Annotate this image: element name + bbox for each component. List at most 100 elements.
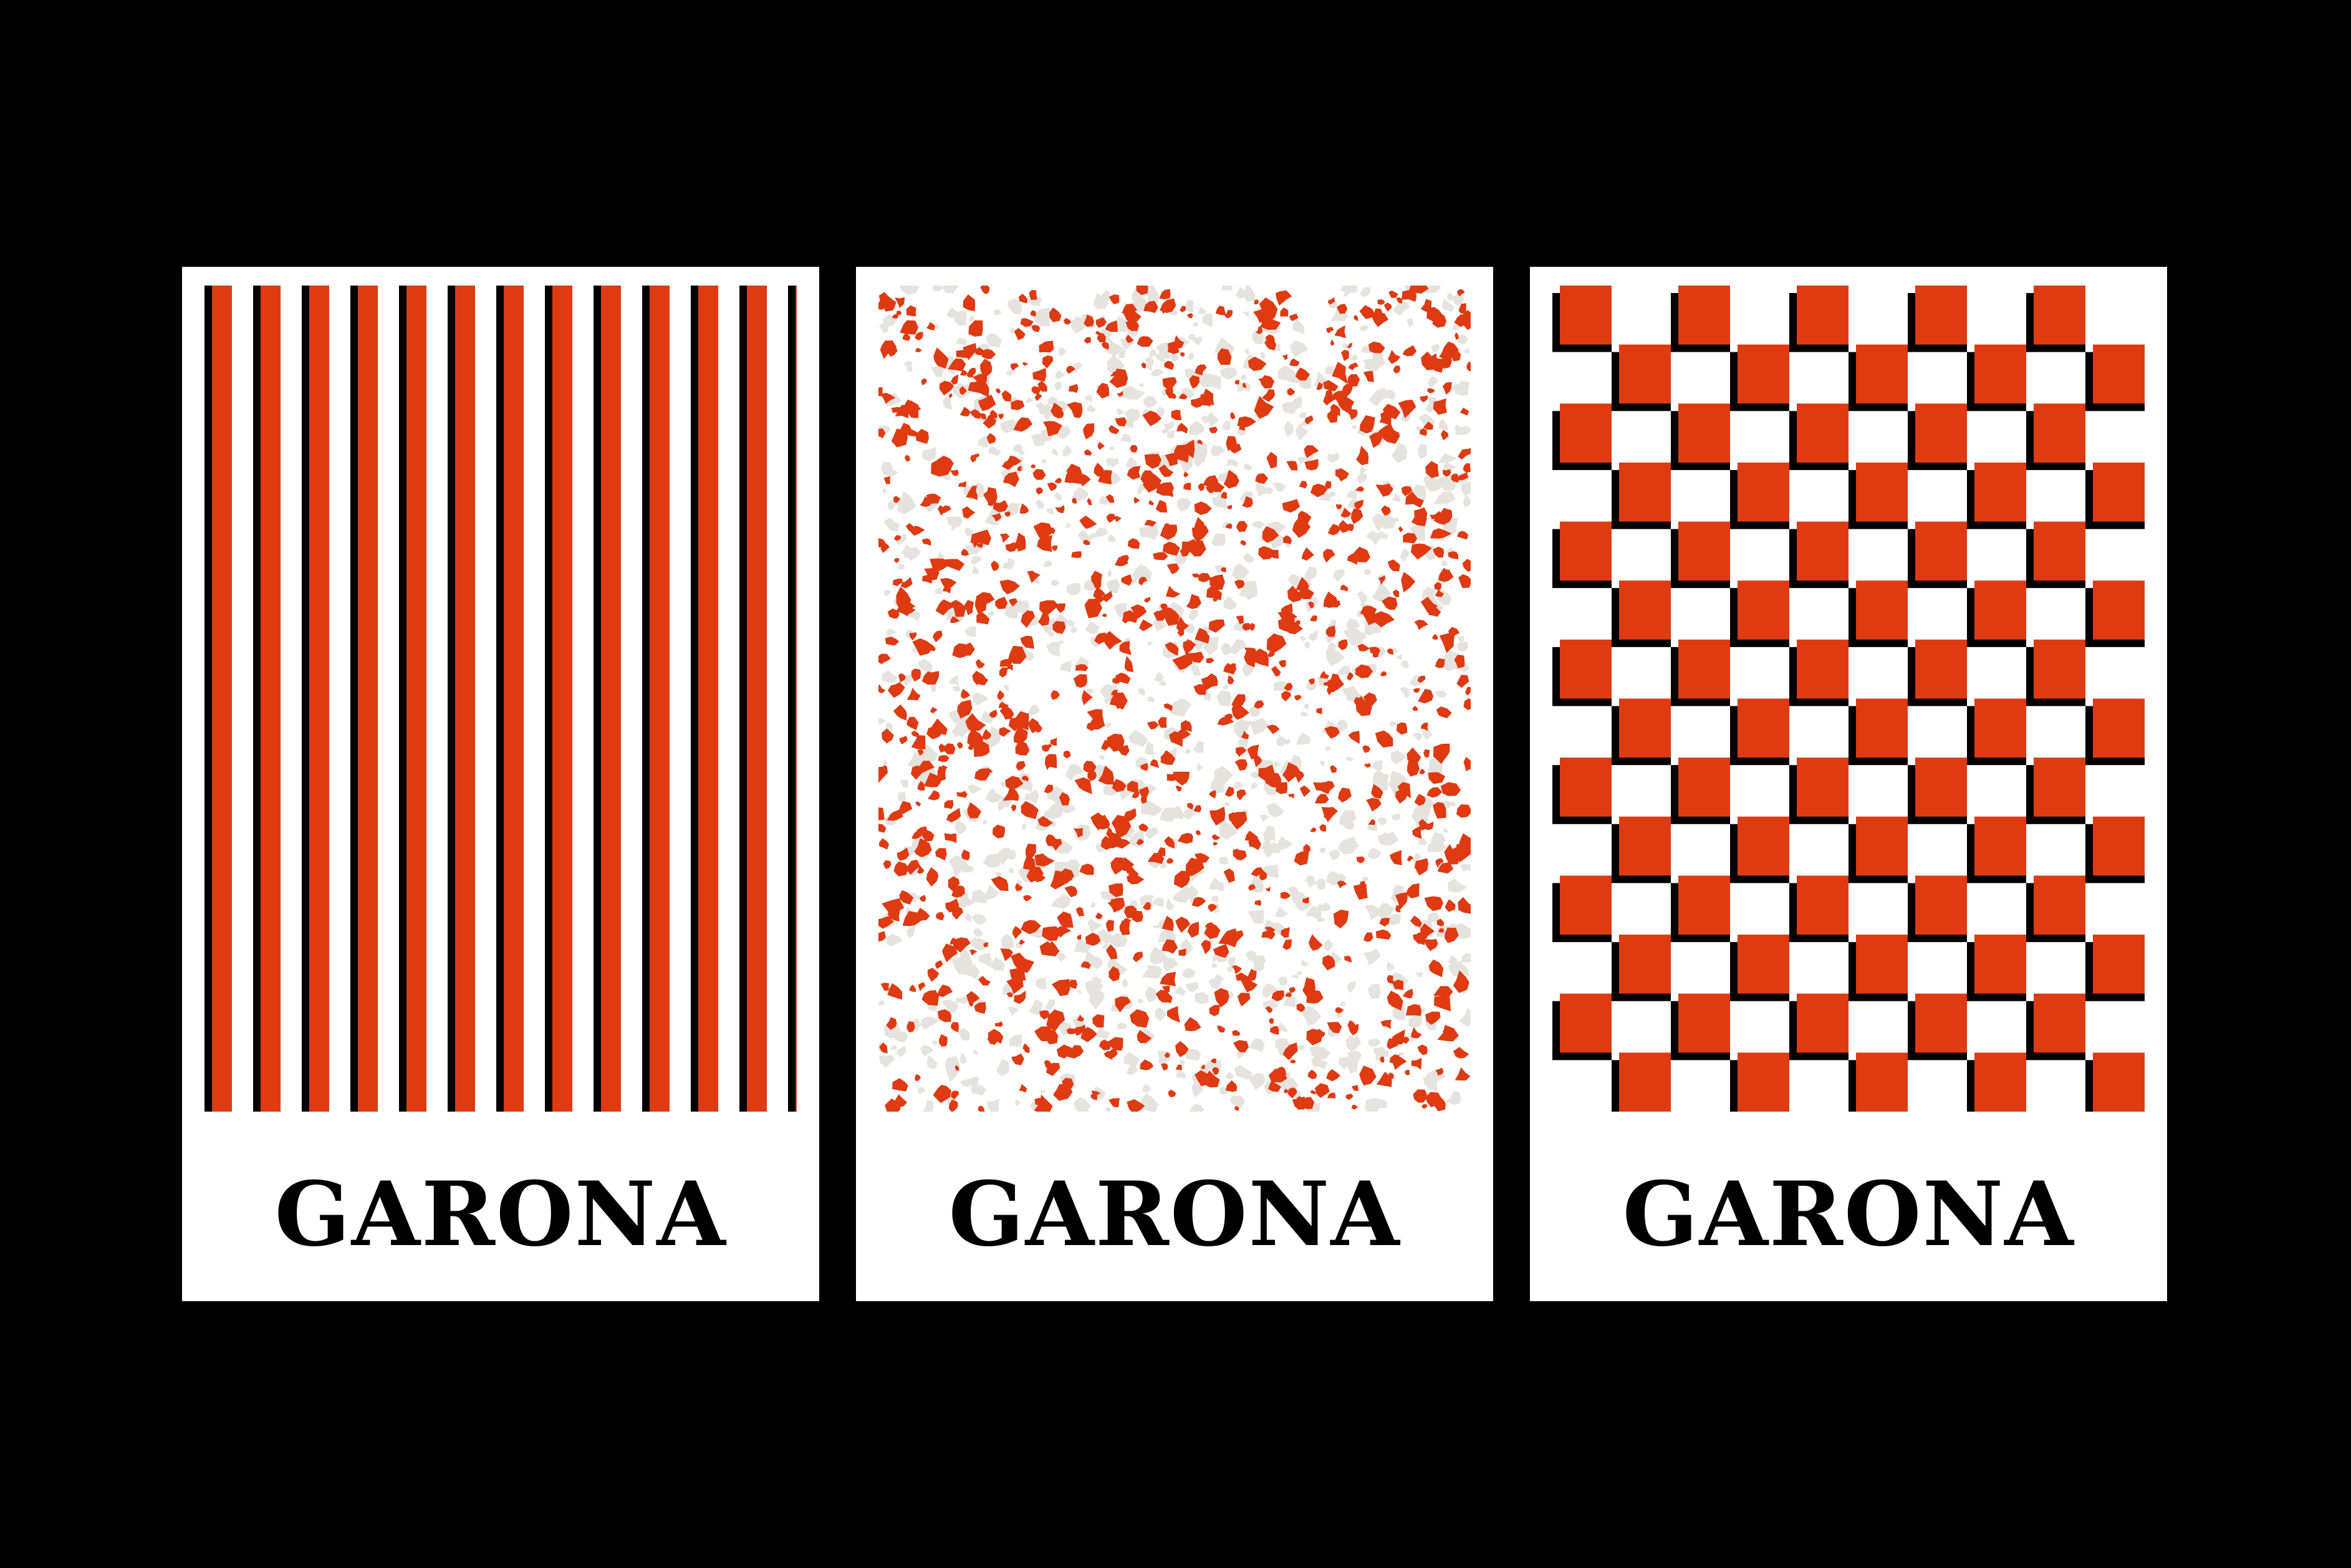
speckle	[898, 801, 913, 814]
speckle	[1345, 1094, 1353, 1100]
speckle-light	[958, 896, 975, 908]
speckle	[1125, 334, 1134, 344]
speckle	[1027, 570, 1041, 584]
speckle-light	[1079, 659, 1084, 665]
stripe-pattern	[204, 286, 797, 1112]
speckle	[1456, 804, 1471, 818]
speckle	[1354, 499, 1364, 511]
speckle	[993, 500, 1008, 512]
speckle-light	[926, 1055, 938, 1069]
speckle-light	[1277, 835, 1293, 850]
checker-square	[2034, 639, 2085, 699]
speckle-light	[1297, 456, 1306, 464]
speckle	[1466, 361, 1471, 372]
speckle	[1301, 547, 1314, 561]
speckle	[920, 895, 926, 902]
speckle	[1158, 464, 1174, 478]
speckle-light	[1111, 684, 1117, 690]
speckle-light	[1457, 635, 1464, 643]
speckle-light	[1345, 756, 1354, 762]
speckle	[1001, 390, 1012, 402]
speckle-light	[1141, 801, 1156, 817]
speckle	[1268, 1080, 1282, 1092]
speckle	[1090, 812, 1108, 827]
speckle	[1343, 405, 1352, 413]
speckle-light	[1415, 971, 1423, 978]
speckle	[974, 1002, 986, 1014]
speckle	[1118, 857, 1135, 872]
speckle	[976, 542, 983, 548]
checker-square	[1738, 462, 1789, 522]
speckle	[1105, 494, 1115, 503]
speckle-light	[1188, 885, 1199, 903]
speckle-light	[985, 788, 1002, 803]
stripe	[796, 286, 797, 1112]
speckle	[1082, 690, 1093, 706]
checker-square	[1678, 993, 1730, 1053]
speckle	[1294, 695, 1302, 701]
speckle	[1161, 915, 1174, 931]
speckle	[1209, 806, 1226, 826]
speckle	[1218, 928, 1239, 948]
speckle-light	[1412, 732, 1422, 741]
speckle-light	[1428, 377, 1438, 388]
speckle	[1074, 1027, 1082, 1036]
speckle	[971, 534, 984, 548]
speckle	[918, 982, 926, 992]
speckle	[1454, 332, 1459, 340]
speckle	[1287, 585, 1305, 602]
speckle	[1183, 471, 1189, 478]
speckle-light	[1292, 974, 1299, 979]
speckle-light	[1194, 337, 1203, 346]
speckle	[937, 1095, 945, 1102]
speckle-light	[1221, 286, 1233, 291]
speckle	[954, 1065, 959, 1071]
speckle	[939, 1034, 948, 1047]
speckle	[1285, 992, 1292, 998]
speckle	[1213, 842, 1218, 846]
speckle	[1406, 855, 1414, 862]
speckle	[1375, 483, 1393, 497]
speckle	[980, 286, 990, 294]
speckle	[1004, 455, 1022, 466]
speckle-light	[1338, 837, 1358, 855]
speckle	[1395, 892, 1408, 910]
speckle	[1418, 286, 1425, 289]
speckle	[1340, 584, 1349, 592]
speckle-light	[959, 1052, 967, 1064]
speckle	[1039, 340, 1054, 353]
checker-square	[1856, 580, 1908, 640]
speckle	[1339, 373, 1347, 380]
speckle-light	[1266, 802, 1284, 817]
speckle-light	[1188, 420, 1205, 436]
speckle	[1316, 708, 1322, 714]
speckle	[1085, 932, 1101, 946]
speckle	[1023, 895, 1032, 902]
speckle	[894, 558, 900, 564]
speckle	[1392, 589, 1400, 597]
speckle	[1094, 596, 1104, 605]
speckle	[1166, 771, 1178, 781]
speckle	[1310, 483, 1328, 498]
speckle	[883, 860, 892, 869]
speckle-light	[1027, 705, 1040, 716]
speckle	[1160, 750, 1176, 765]
speckle	[1052, 545, 1058, 551]
speckle-light	[1041, 458, 1047, 464]
speckle-light	[1422, 1074, 1438, 1092]
speckle-light	[1007, 558, 1015, 565]
speckle	[1306, 1029, 1323, 1046]
speckle	[950, 937, 959, 945]
speckle-light	[1443, 827, 1448, 833]
speckle-light	[1262, 487, 1274, 494]
speckle	[1185, 857, 1204, 877]
speckle	[1203, 1070, 1220, 1088]
speckle-light	[1153, 617, 1167, 632]
speckle-light	[1372, 582, 1391, 602]
speckle-light	[1452, 383, 1464, 394]
speckle	[975, 347, 985, 355]
stripe	[650, 286, 670, 1112]
speckle	[1087, 770, 1097, 781]
speckle	[1282, 499, 1301, 513]
speckle	[1011, 1053, 1024, 1065]
